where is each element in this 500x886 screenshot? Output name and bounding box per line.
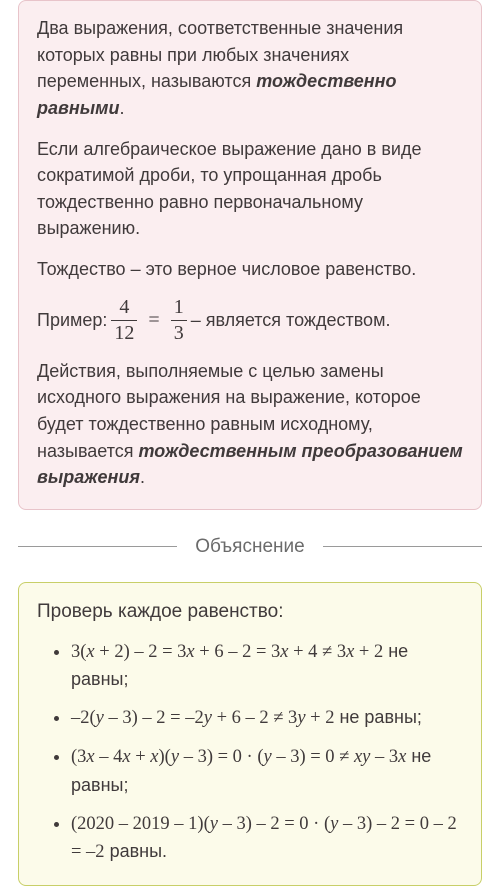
list-item: (2020 – 2019 – 1)(y – 3) – 2 = 0 · (y – …	[71, 810, 463, 867]
math-expr: –2(y – 3) – 2 = –2y + 6 – 2 ≠ 3y + 2	[71, 708, 334, 728]
example-tail: – является тождеством.	[191, 310, 391, 331]
divider-line-left	[18, 546, 177, 547]
explanation-box: Проверь каждое равенство: 3(x + 2) – 2 =…	[18, 582, 482, 886]
frac2-den: 3	[171, 320, 187, 344]
frac2-num: 1	[171, 297, 187, 320]
fraction-2: 1 3	[171, 297, 187, 344]
list-item: (3x – 4x + x)(y – 3) = 0 · (y – 3) = 0 ≠…	[71, 743, 463, 800]
frac1-den: 12	[111, 320, 137, 344]
math-expr: (3x – 4x + x)(y – 3) = 0 · (y – 3) = 0 ≠…	[71, 747, 406, 767]
p1-text-c: .	[119, 98, 124, 118]
frac1-num: 4	[116, 297, 132, 320]
equality-list: 3(x + 2) – 2 = 3x + 6 – 2 = 3x + 4 ≠ 3x …	[37, 638, 463, 867]
section-divider: Объяснение	[18, 536, 482, 558]
example-row: Пример: 4 12 = 1 3 – является тождеством…	[37, 297, 463, 344]
definition-p2: Если алгебраическое выражение дано в вид…	[37, 136, 463, 243]
list-item: 3(x + 2) – 2 = 3x + 6 – 2 = 3x + 4 ≠ 3x …	[71, 638, 463, 695]
definition-p1: Два выражения, соответственные значения …	[37, 15, 463, 122]
math-expr: 3(x + 2) – 2 = 3x + 6 – 2 = 3x + 4 ≠ 3x …	[71, 642, 383, 662]
list-item: –2(y – 3) – 2 = –2y + 6 – 2 ≠ 3y + 2 не …	[71, 704, 463, 733]
example-label: Пример:	[37, 310, 107, 331]
equals-sign: =	[148, 309, 159, 332]
item-tail: не равны;	[334, 707, 421, 727]
p5-text-c: .	[140, 467, 145, 487]
divider-label: Объяснение	[177, 536, 322, 558]
divider-line-right	[323, 546, 482, 547]
definition-p3: Тождество – это верное числовое равенств…	[37, 256, 463, 283]
definition-box: Два выражения, соответственные значения …	[18, 0, 482, 510]
item-tail: равны.	[105, 841, 167, 861]
definition-p5: Действия, выполняемые с целью замены исх…	[37, 358, 463, 491]
explanation-intro: Проверь каждое равенство:	[37, 601, 463, 623]
fraction-1: 4 12	[111, 297, 137, 344]
